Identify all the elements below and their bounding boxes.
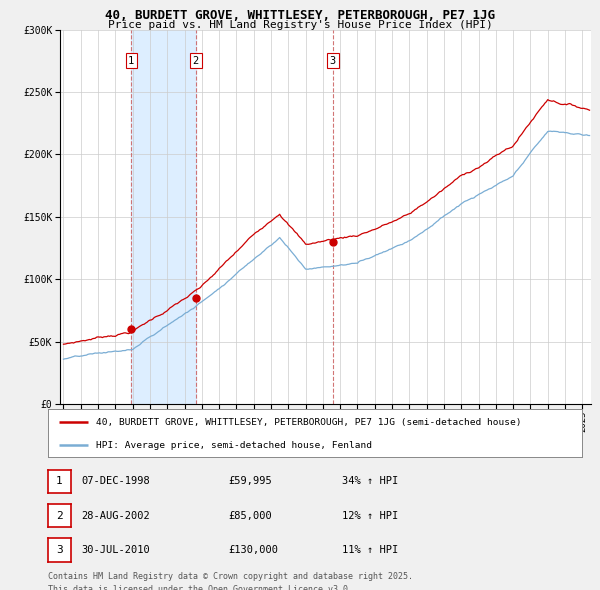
Text: 40, BURDETT GROVE, WHITTLESEY, PETERBOROUGH, PE7 1JG (semi-detached house): 40, BURDETT GROVE, WHITTLESEY, PETERBORO… [96, 418, 521, 427]
Text: This data is licensed under the Open Government Licence v3.0.: This data is licensed under the Open Gov… [48, 585, 353, 590]
Text: Price paid vs. HM Land Registry's House Price Index (HPI): Price paid vs. HM Land Registry's House … [107, 20, 493, 30]
Text: £130,000: £130,000 [228, 545, 278, 555]
Text: 11% ↑ HPI: 11% ↑ HPI [342, 545, 398, 555]
Text: 34% ↑ HPI: 34% ↑ HPI [342, 477, 398, 486]
Text: Contains HM Land Registry data © Crown copyright and database right 2025.: Contains HM Land Registry data © Crown c… [48, 572, 413, 581]
Text: 30-JUL-2010: 30-JUL-2010 [81, 545, 150, 555]
Text: 1: 1 [56, 477, 63, 486]
Text: £59,995: £59,995 [228, 477, 272, 486]
Text: 07-DEC-1998: 07-DEC-1998 [81, 477, 150, 486]
Text: 2: 2 [193, 55, 199, 65]
Text: 3: 3 [330, 55, 336, 65]
Text: 1: 1 [128, 55, 134, 65]
Text: 3: 3 [56, 545, 63, 555]
Text: 2: 2 [56, 511, 63, 520]
Text: 40, BURDETT GROVE, WHITTLESEY, PETERBOROUGH, PE7 1JG: 40, BURDETT GROVE, WHITTLESEY, PETERBORO… [105, 9, 495, 22]
Text: 28-AUG-2002: 28-AUG-2002 [81, 511, 150, 520]
Text: 12% ↑ HPI: 12% ↑ HPI [342, 511, 398, 520]
Bar [131, 30, 196, 404]
Text: £85,000: £85,000 [228, 511, 272, 520]
Text: HPI: Average price, semi-detached house, Fenland: HPI: Average price, semi-detached house,… [96, 441, 372, 450]
